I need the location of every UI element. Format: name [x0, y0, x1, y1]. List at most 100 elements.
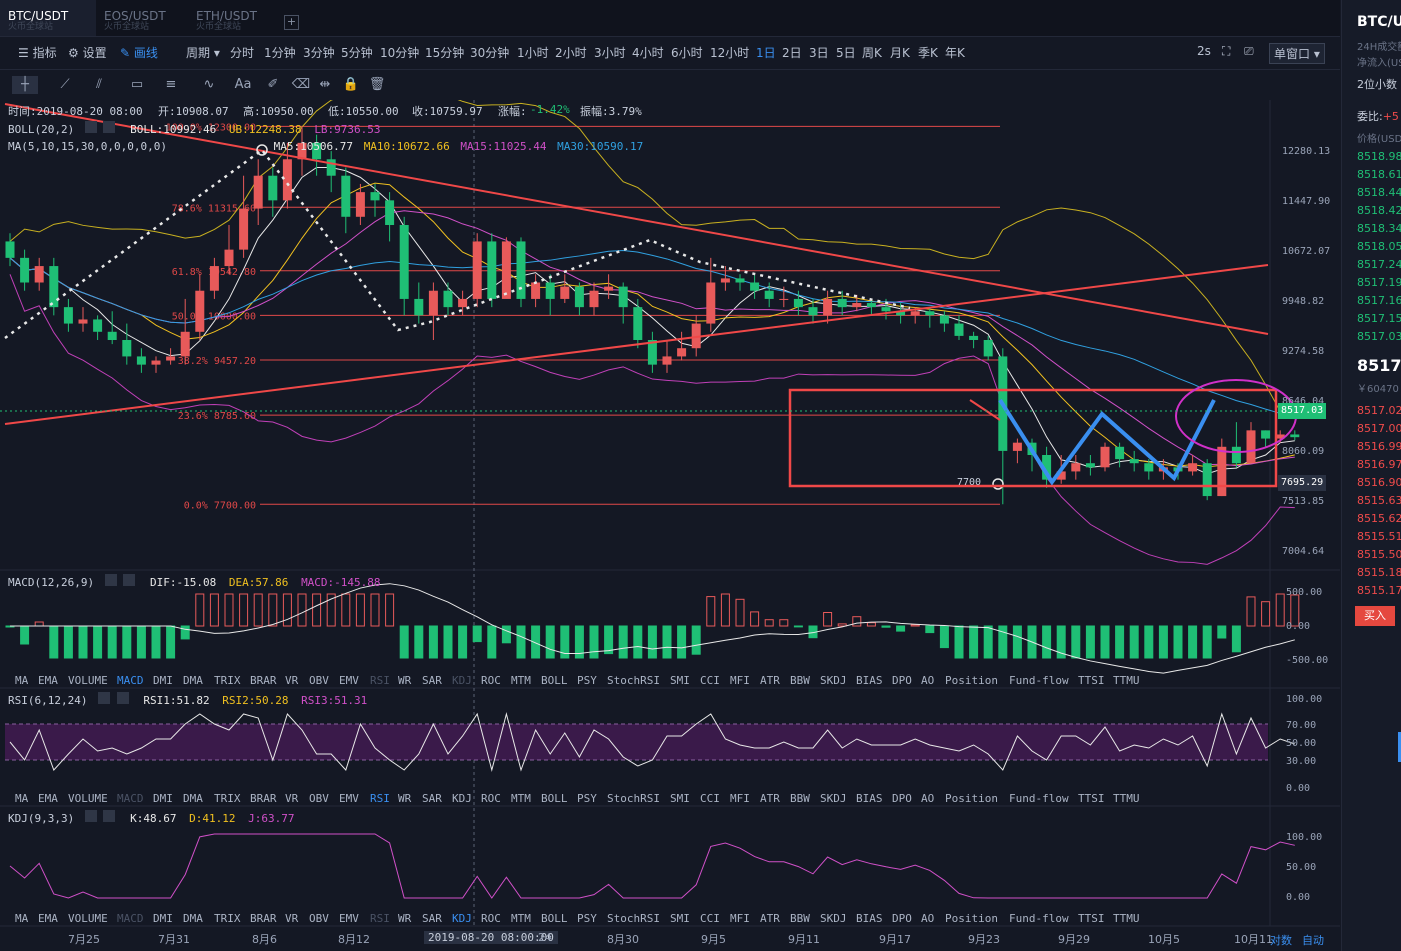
- interval-5[interactable]: 15分钟: [425, 46, 465, 60]
- candle[interactable]: [78, 319, 88, 324]
- draw-button[interactable]: ✎ 画线: [120, 44, 158, 61]
- indicator-tab-wr[interactable]: WR: [398, 912, 412, 925]
- candle[interactable]: [1071, 463, 1081, 472]
- indicator-tab-smi[interactable]: SMI: [670, 792, 690, 805]
- indicator-tab-sar[interactable]: SAR: [422, 792, 442, 805]
- interval-6[interactable]: 30分钟: [470, 46, 510, 60]
- candle[interactable]: [983, 340, 993, 357]
- indicator-tab-trix[interactable]: TRIX: [214, 674, 241, 687]
- close-icon[interactable]: [116, 692, 129, 704]
- candle[interactable]: [93, 319, 103, 332]
- ask-price[interactable]: 8517.24: [1357, 258, 1401, 271]
- indicator-tab-stochrsi[interactable]: StochRSI: [607, 674, 660, 687]
- period-dropdown[interactable]: 周期 ▾: [186, 44, 220, 61]
- candle[interactable]: [881, 307, 891, 312]
- candle[interactable]: [195, 290, 205, 332]
- close-icon[interactable]: [123, 574, 136, 586]
- candle[interactable]: [662, 356, 672, 365]
- indicator-tab-roc[interactable]: ROC: [481, 912, 501, 925]
- indicator-tab-emv[interactable]: EMV: [339, 792, 359, 805]
- interval-7[interactable]: 1小时: [517, 46, 549, 60]
- indicator-tab-volume[interactable]: VOLUME: [68, 792, 108, 805]
- indicator-tab-mtm[interactable]: MTM: [511, 792, 531, 805]
- candle[interactable]: [5, 241, 15, 258]
- tab-btc-usdt[interactable]: BTC/USDT 火币全球站: [0, 0, 96, 36]
- indicator-tab-position[interactable]: Position: [945, 792, 998, 805]
- candle[interactable]: [487, 241, 497, 299]
- candle[interactable]: [268, 175, 278, 201]
- indicator-tab-ttsi[interactable]: TTSI: [1078, 674, 1105, 687]
- indicator-tab-vr[interactable]: VR: [285, 674, 299, 687]
- candle[interactable]: [1275, 434, 1285, 439]
- candle[interactable]: [1085, 463, 1095, 468]
- indicator-tab-position[interactable]: Position: [945, 912, 998, 925]
- resistance-trendline[interactable]: [4, 103, 1269, 335]
- bid-price[interactable]: 8515.50: [1357, 548, 1401, 561]
- indicator-tab-atr[interactable]: ATR: [760, 912, 780, 925]
- candle[interactable]: [779, 298, 789, 300]
- candle[interactable]: [823, 298, 833, 316]
- indicator-tab-skdj[interactable]: SKDJ: [820, 674, 847, 687]
- candle[interactable]: [1056, 471, 1066, 480]
- anchor-point[interactable]: [256, 144, 268, 156]
- candle[interactable]: [1217, 446, 1227, 497]
- ask-price[interactable]: 8518.44: [1357, 186, 1401, 199]
- fibonacci-icon[interactable]: ≡: [165, 77, 177, 92]
- candle[interactable]: [1129, 459, 1139, 464]
- indicator-tab-dma[interactable]: DMA: [183, 912, 203, 925]
- candle[interactable]: [282, 159, 292, 201]
- settings-button[interactable]: ⚙ 设置: [68, 44, 107, 61]
- indicator-tab-ttsi[interactable]: TTSI: [1078, 912, 1105, 925]
- candle[interactable]: [574, 286, 584, 308]
- indicator-tab-ema[interactable]: EMA: [38, 912, 58, 925]
- trendline-segment[interactable]: [969, 399, 1001, 421]
- ray-tool-icon[interactable]: ⫽: [96, 77, 102, 92]
- indicator-tab-ema[interactable]: EMA: [38, 674, 58, 687]
- candle[interactable]: [706, 282, 716, 324]
- indicator-tab-cci[interactable]: CCI: [700, 792, 720, 805]
- indicator-tab-macd[interactable]: MACD: [117, 912, 144, 925]
- candle[interactable]: [1188, 463, 1198, 472]
- indicator-tab-psy[interactable]: PSY: [577, 792, 597, 805]
- decimals-dropdown[interactable]: 2位小数: [1357, 78, 1397, 91]
- indicator-tab-wr[interactable]: WR: [398, 792, 412, 805]
- eye-icon[interactable]: [84, 810, 97, 822]
- indicator-tab-dma[interactable]: DMA: [183, 674, 203, 687]
- candle[interactable]: [1290, 434, 1300, 438]
- eye-icon[interactable]: [84, 121, 97, 133]
- candle[interactable]: [1144, 463, 1154, 472]
- candle[interactable]: [458, 298, 468, 308]
- indicator-tab-bias[interactable]: BIAS: [856, 792, 883, 805]
- candle[interactable]: [516, 241, 526, 299]
- candle[interactable]: [954, 323, 964, 336]
- eye-icon[interactable]: [98, 692, 111, 704]
- candle[interactable]: [370, 192, 380, 201]
- interval-19[interactable]: 季K: [918, 46, 938, 60]
- ask-price[interactable]: 8518.98: [1357, 150, 1401, 163]
- interval-4[interactable]: 10分钟: [380, 46, 420, 60]
- candle[interactable]: [297, 142, 307, 160]
- indicator-tab-kdj[interactable]: KDJ: [452, 674, 472, 687]
- eye-icon[interactable]: [104, 574, 117, 586]
- indicator-tab-trix[interactable]: TRIX: [214, 912, 241, 925]
- candle[interactable]: [428, 290, 438, 316]
- candle[interactable]: [501, 241, 511, 299]
- support-trendline[interactable]: [4, 264, 1269, 425]
- indicator-tab-bias[interactable]: BIAS: [856, 912, 883, 925]
- candle[interactable]: [837, 298, 847, 308]
- indicator-tab-boll[interactable]: BOLL: [541, 912, 568, 925]
- anchor-point[interactable]: [992, 478, 1004, 490]
- text-tool-icon[interactable]: Aa: [234, 77, 252, 92]
- interval-17[interactable]: 周K: [862, 46, 882, 60]
- indicator-tab-mfi[interactable]: MFI: [730, 792, 750, 805]
- buy-button[interactable]: 买入: [1355, 606, 1395, 626]
- rectangle-icon[interactable]: ▭: [130, 77, 144, 92]
- indicator-tab-psy[interactable]: PSY: [577, 912, 597, 925]
- indicator-tab-emv[interactable]: EMV: [339, 912, 359, 925]
- candle[interactable]: [677, 348, 687, 357]
- indicator-tab-ttmu[interactable]: TTMU: [1113, 674, 1140, 687]
- indicator-tab-rsi[interactable]: RSI: [370, 792, 390, 805]
- candle[interactable]: [312, 142, 322, 160]
- candle[interactable]: [633, 307, 643, 340]
